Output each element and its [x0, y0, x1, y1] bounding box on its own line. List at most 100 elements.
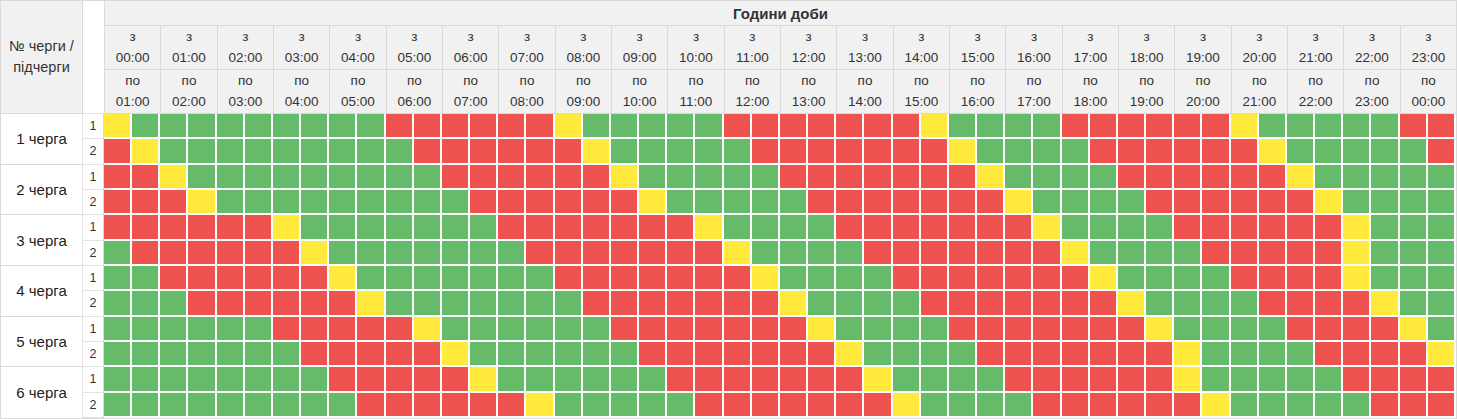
schedule-cell	[1005, 291, 1033, 316]
schedule-cell	[977, 367, 1005, 392]
schedule-cell	[1090, 215, 1118, 240]
hour-from-cell: з04:00	[329, 26, 385, 70]
schedule-cell	[780, 139, 808, 164]
schedule-cell	[1174, 266, 1202, 291]
hour-from-cell: з00:00	[104, 26, 160, 70]
schedule-cell	[893, 266, 921, 291]
schedule-cell	[301, 241, 329, 266]
schedule-cell	[470, 266, 498, 291]
schedule-cell	[1315, 139, 1343, 164]
hour-to-cell: по22:00	[1287, 70, 1343, 114]
schedule-cell	[1428, 266, 1456, 291]
corner-header: № черги / підчерги	[1, 1, 83, 114]
schedule-cell	[611, 291, 639, 316]
schedule-cell	[667, 342, 695, 367]
schedule-cell	[864, 165, 892, 190]
schedule-cell	[301, 114, 329, 139]
schedule-cell	[1231, 215, 1259, 240]
schedule-cell	[864, 114, 892, 139]
hour-from-cell: з23:00	[1400, 26, 1456, 70]
schedule-cell	[1118, 114, 1146, 139]
schedule-cell	[555, 114, 583, 139]
schedule-cell	[1174, 139, 1202, 164]
schedule-cell	[695, 317, 723, 342]
schedule-cell	[498, 393, 526, 418]
schedule-cell	[949, 114, 977, 139]
schedule-cell	[695, 215, 723, 240]
schedule-cell	[864, 266, 892, 291]
schedule-cell	[1371, 215, 1399, 240]
queue-label: 3 черга	[1, 215, 83, 266]
schedule-cell	[1033, 190, 1061, 215]
schedule-cell	[1400, 291, 1428, 316]
schedule-cell	[498, 342, 526, 367]
schedule-cell	[1033, 393, 1061, 418]
schedule-cell	[160, 317, 188, 342]
schedule-cell	[977, 317, 1005, 342]
schedule-cell	[188, 291, 216, 316]
hour-to-cell: по21:00	[1231, 70, 1287, 114]
schedule-cell	[245, 367, 273, 392]
schedule-cell	[1062, 215, 1090, 240]
schedule-cell	[639, 393, 667, 418]
schedule-cell	[273, 165, 301, 190]
schedule-cell	[132, 190, 160, 215]
schedule-cell	[301, 139, 329, 164]
schedule-cell	[104, 114, 132, 139]
schedule-cell	[470, 291, 498, 316]
subqueue-header-spacer	[83, 1, 104, 114]
schedule-cell	[132, 139, 160, 164]
schedule-cell	[639, 190, 667, 215]
hour-from-cell: з12:00	[780, 26, 836, 70]
schedule-cell	[724, 367, 752, 392]
schedule-cell	[1343, 317, 1371, 342]
hour-to-cell: по10:00	[611, 70, 667, 114]
schedule-cell	[245, 215, 273, 240]
hour-to-cell: по05:00	[329, 70, 385, 114]
schedule-cell	[470, 393, 498, 418]
queue-label: 2 черга	[1, 165, 83, 216]
schedule-cell	[977, 291, 1005, 316]
schedule-cell	[1315, 367, 1343, 392]
schedule-cell	[1428, 291, 1456, 316]
schedule-cell	[442, 165, 470, 190]
schedule-cell	[442, 342, 470, 367]
schedule-cell	[1090, 317, 1118, 342]
schedule-cell	[1146, 215, 1174, 240]
schedule-cell	[442, 367, 470, 392]
schedule-cell	[808, 367, 836, 392]
schedule-cell	[639, 139, 667, 164]
schedule-cell	[526, 367, 554, 392]
schedule-cell	[1146, 139, 1174, 164]
schedule-cell	[611, 114, 639, 139]
schedule-cell	[864, 139, 892, 164]
schedule-cell	[273, 317, 301, 342]
schedule-cell	[1428, 190, 1456, 215]
schedule-cell	[977, 241, 1005, 266]
schedule-cell	[273, 393, 301, 418]
schedule-cell	[836, 367, 864, 392]
schedule-cell	[498, 165, 526, 190]
hour-from-cell: з07:00	[498, 26, 554, 70]
schedule-cell	[893, 241, 921, 266]
schedule-cell	[329, 342, 357, 367]
schedule-cell	[1202, 165, 1230, 190]
schedule-cell	[526, 190, 554, 215]
schedule-cell	[555, 139, 583, 164]
schedule-cell	[752, 266, 780, 291]
schedule-cell	[611, 215, 639, 240]
schedule-cell	[1231, 393, 1259, 418]
schedule-cell	[893, 317, 921, 342]
schedule-cell	[357, 139, 385, 164]
hour-to-cell: по13:00	[780, 70, 836, 114]
schedule-cell	[1343, 215, 1371, 240]
schedule-cell	[695, 367, 723, 392]
schedule-cell	[1118, 139, 1146, 164]
schedule-cell	[555, 393, 583, 418]
schedule-cell	[1146, 367, 1174, 392]
schedule-cell	[1371, 266, 1399, 291]
schedule-cell	[1202, 139, 1230, 164]
subqueue-label: 2	[83, 291, 104, 316]
schedule-cell	[498, 317, 526, 342]
schedule-cell	[1062, 317, 1090, 342]
